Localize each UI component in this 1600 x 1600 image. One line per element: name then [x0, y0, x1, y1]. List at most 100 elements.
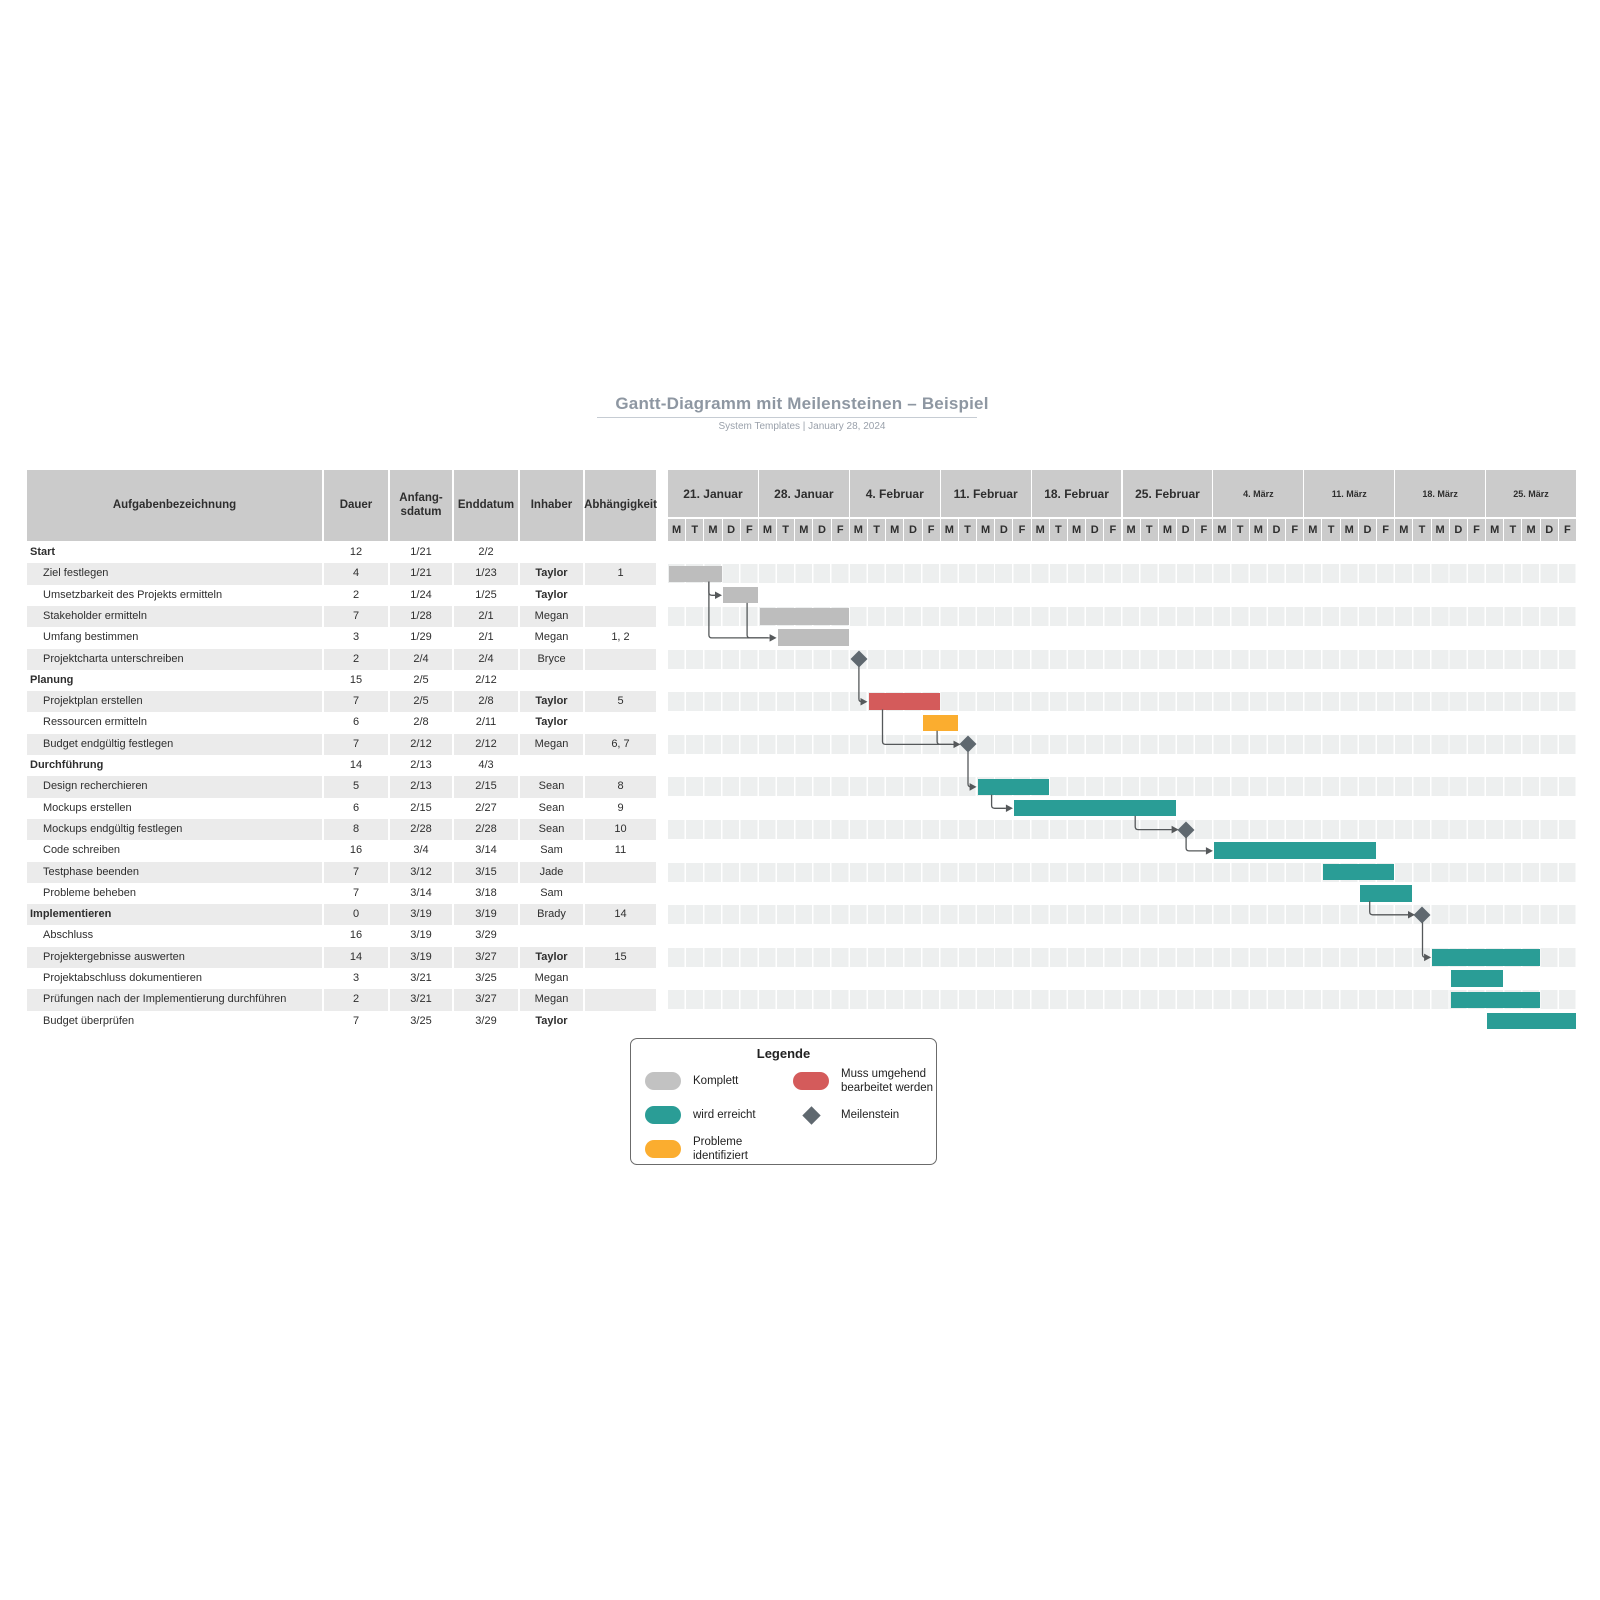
task-name-cell: Ziel festlegen	[27, 563, 324, 585]
task-name-cell: Probleme beheben	[27, 882, 324, 905]
table-row: Ziel festlegen 4 1/21 1/23 Taylor 1	[27, 563, 1577, 585]
start-date-cell: 3/19	[390, 946, 454, 968]
end-date-cell: 1/25	[454, 584, 520, 606]
column-header-4: Inhaber	[520, 470, 585, 541]
table-row: Code schreiben 16 3/4 3/14 Sam 11	[27, 840, 1577, 862]
duration-cell: 5	[324, 776, 390, 798]
table-row: Prüfungen nach der Implementierung durch…	[27, 989, 1577, 1011]
end-date-cell: 3/19	[454, 904, 520, 926]
day-header: M	[1486, 519, 1505, 541]
timeline-row	[668, 968, 1577, 989]
week-header: 25. März	[1486, 470, 1577, 517]
legend-item: Muss umgehend bearbeitet werden	[793, 1067, 936, 1096]
timeline-row	[668, 904, 1577, 925]
duration-cell: 12	[324, 542, 390, 564]
timeline-grid-tiles	[668, 649, 1577, 669]
day-header: F	[1467, 519, 1487, 541]
task-name-cell: Design recherchieren	[27, 776, 324, 798]
week-header: 4. März	[1213, 470, 1305, 517]
owner-cell: Taylor	[520, 584, 585, 606]
end-date-cell: 2/1	[454, 627, 520, 649]
start-date-cell: 1/21	[390, 563, 454, 585]
timeline-row	[668, 563, 1577, 584]
timeline-grid-tiles	[668, 607, 1577, 626]
owner-cell: Megan	[520, 989, 585, 1011]
legend-item: Meilenstein	[793, 1103, 936, 1128]
day-header: M	[1031, 519, 1050, 541]
task-name-cell: Budget endgültig festlegen	[27, 733, 324, 755]
start-date-cell: 3/19	[390, 925, 454, 947]
end-date-cell: 3/25	[454, 968, 520, 990]
task-name-cell: Planung	[27, 669, 324, 692]
week-header: 4. Februar	[849, 470, 941, 517]
task-name-cell: Projektergebnisse auswerten	[27, 946, 324, 968]
end-date-cell: 3/29	[454, 1010, 520, 1032]
end-date-cell: 2/11	[454, 712, 520, 734]
dependency-cell	[585, 712, 658, 734]
column-header-5: Abhängigkeit	[584, 470, 658, 541]
dependency-cell	[585, 669, 658, 692]
day-header: M	[1158, 519, 1178, 541]
legend-title: Legende	[756, 1046, 811, 1061]
gantt-bar-problem	[923, 714, 958, 732]
dependency-cell	[585, 605, 658, 628]
day-header: M	[1067, 519, 1087, 541]
dependency-cell: 8	[585, 776, 658, 798]
column-header-1: Dauer	[324, 470, 390, 541]
gantt-bar-complete	[668, 565, 722, 583]
day-header: F	[831, 519, 850, 541]
column-header-2: Anfang- sdatum	[390, 470, 454, 541]
owner-cell: Taylor	[520, 1010, 585, 1032]
week-header: 25. Februar	[1122, 470, 1214, 517]
dependency-cell	[585, 584, 658, 606]
owner-cell: Sean	[520, 818, 585, 841]
legend-swatch-problem	[645, 1140, 681, 1159]
timeline-grid-tiles	[668, 692, 1577, 712]
day-header: M	[795, 519, 814, 541]
day-header: D	[1540, 519, 1559, 541]
end-date-cell: 2/12	[454, 733, 520, 755]
owner-cell	[520, 542, 585, 564]
day-header: M	[1340, 519, 1359, 541]
day-header: F	[1286, 519, 1305, 541]
table-row: Projektergebnisse auswerten 14 3/19 3/27 Tay…	[27, 946, 1577, 968]
column-header-3: Enddatum	[454, 470, 520, 541]
duration-cell: 16	[324, 840, 390, 862]
owner-cell: Sean	[520, 797, 585, 819]
table-row: Ressourcen ermitteln 6 2/8 2/11 Taylor	[27, 712, 1577, 734]
legend-item: Komplett	[645, 1067, 793, 1096]
day-header: M	[886, 519, 905, 541]
task-name-cell: Projektplan erstellen	[27, 691, 324, 713]
duration-cell: 7	[324, 733, 390, 755]
gantt-bar-ontrack	[1486, 1012, 1576, 1030]
owner-cell: Taylor	[520, 712, 585, 734]
end-date-cell: 2/15	[454, 776, 520, 798]
duration-cell: 7	[324, 1010, 390, 1032]
dependency-cell: 6, 7	[585, 733, 658, 755]
week-header: 18. Februar	[1031, 470, 1123, 517]
timeline-row	[668, 776, 1577, 797]
timeline-grid-tiles	[668, 990, 1577, 1010]
gantt-bar-ontrack	[1432, 948, 1540, 966]
day-header: M	[1431, 519, 1450, 541]
end-date-cell: 2/2	[454, 542, 520, 564]
timeline-row	[668, 1011, 1577, 1032]
owner-cell: Megan	[520, 627, 585, 649]
timeline-row	[668, 819, 1577, 840]
day-header: F	[1377, 519, 1396, 541]
table-row: Budget überprüfen 7 3/25 3/29 Taylor	[27, 1010, 1577, 1032]
day-header: D	[1449, 519, 1468, 541]
duration-cell: 3	[324, 968, 390, 990]
duration-cell: 14	[324, 946, 390, 968]
owner-cell: Megan	[520, 733, 585, 755]
gantt-bar-ontrack	[1450, 970, 1504, 987]
task-name-cell: Budget überprüfen	[27, 1010, 324, 1032]
table-row: Projektcharta unterschreiben 2 2/4 2/4 Bryce	[27, 648, 1577, 670]
end-date-cell: 2/27	[454, 797, 520, 819]
duration-cell: 7	[324, 882, 390, 905]
owner-cell: Sam	[520, 882, 585, 905]
day-header: M	[1213, 519, 1232, 541]
day-header: M	[668, 519, 687, 541]
timeline-row	[668, 691, 1577, 712]
end-date-cell: 3/27	[454, 989, 520, 1011]
